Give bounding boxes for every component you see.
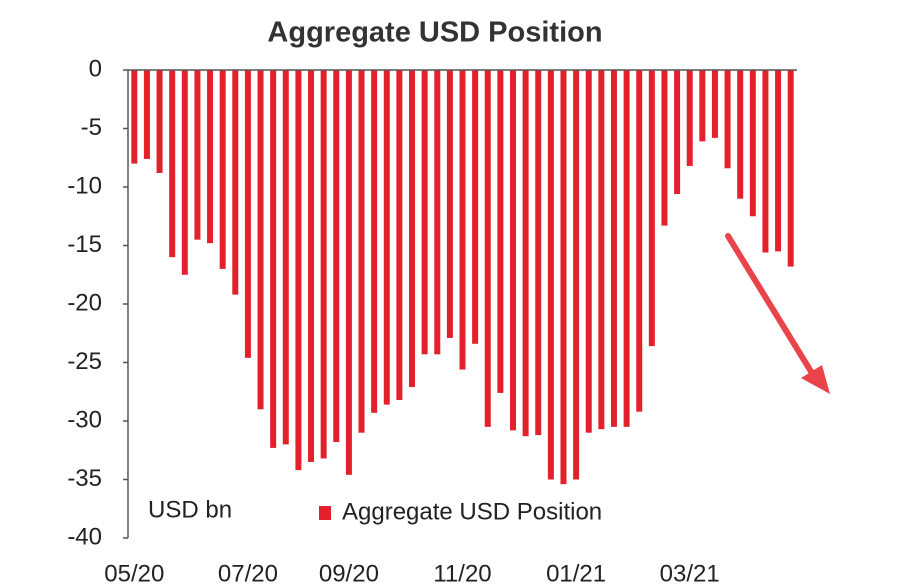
x-tick-label: 07/20 [218,560,278,587]
x-tick-label: 05/20 [104,560,164,587]
bar [787,70,794,267]
bar [737,70,744,199]
bar [623,70,630,427]
trend-arrow [725,233,830,394]
bar [497,70,504,393]
bar [459,70,466,370]
bar [472,70,479,344]
bar [585,70,592,433]
bar [371,70,378,413]
bar [775,70,782,252]
bar [383,70,390,405]
x-tick-label: 09/20 [319,560,379,587]
y-tick-label: -40 [67,523,102,550]
x-tick-label: 11/20 [433,560,491,587]
x-tick-label: 03/21 [660,560,720,587]
y-tick-label: -30 [67,406,102,433]
y-tick-label: -35 [67,465,102,492]
bar [345,70,352,475]
bar [333,70,340,443]
bar [308,70,315,462]
bar [219,70,226,269]
y-tick-label: -10 [67,172,102,199]
bar [156,70,163,173]
bar [143,70,150,159]
bar [598,70,605,430]
bar [509,70,516,431]
bar [535,70,542,436]
annotation: USD bn [148,496,232,523]
bar [257,70,264,410]
bar [484,70,491,427]
bar [749,70,756,217]
y-tick-label: -25 [67,348,102,375]
bar [762,70,769,253]
bar [711,70,718,138]
bar [446,70,453,338]
legend-label: Aggregate USD Position [342,498,602,525]
bar [547,70,554,480]
bar [648,70,655,347]
bar [194,70,201,240]
bar [674,70,681,195]
bar [434,70,441,355]
bar [396,70,403,400]
x-tick-label: 01/21 [546,560,606,587]
bar [295,70,302,471]
y-tick-label: -15 [67,231,102,258]
y-tick-label: -20 [67,289,102,316]
bar [169,70,176,258]
legend-swatch [319,506,331,520]
bar [724,70,731,169]
bar [636,70,643,412]
bar [699,70,706,142]
bar [282,70,289,445]
y-tick-label: -5 [81,114,102,141]
bar [409,70,416,388]
bar [181,70,188,275]
chart-title: Aggregate USD Position [267,17,602,49]
bar [270,70,277,448]
bar [610,70,617,427]
bar [320,70,327,459]
bar [244,70,251,358]
bar [232,70,239,295]
y-tick-label: 0 [89,55,102,82]
bar [560,70,567,485]
bar [358,70,365,433]
bar [131,70,138,164]
bar [522,70,529,437]
bar [661,70,668,226]
bar [421,70,428,355]
bar [686,70,693,166]
bar [207,70,214,244]
bar [573,70,580,480]
